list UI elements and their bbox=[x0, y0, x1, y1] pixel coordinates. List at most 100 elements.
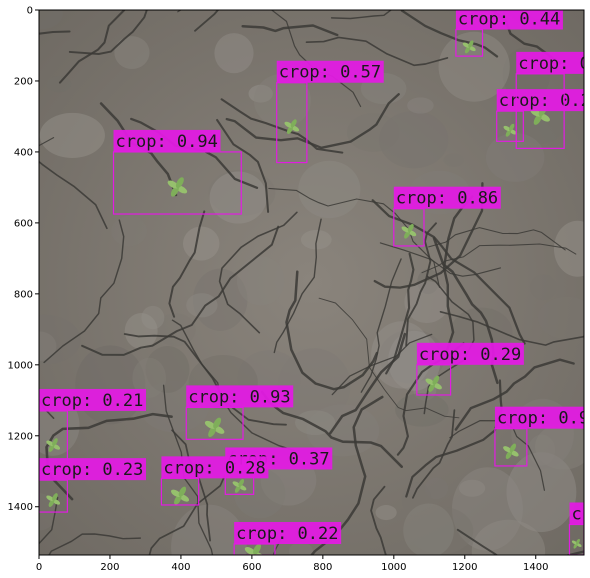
soil-patch bbox=[424, 477, 449, 500]
soil-crack bbox=[241, 24, 339, 37]
soil-crack bbox=[428, 227, 566, 251]
soil-patch bbox=[451, 467, 523, 551]
soil-crack bbox=[99, 102, 178, 197]
soil-patch bbox=[124, 313, 158, 350]
detection-label-bg bbox=[161, 456, 269, 479]
seedling bbox=[503, 123, 517, 137]
detection-label: crop: 0.57 bbox=[279, 63, 381, 83]
soil-patch bbox=[407, 97, 434, 114]
soil-patch bbox=[471, 519, 546, 555]
detection-label: crop: 0.29 bbox=[419, 345, 521, 365]
detection-box bbox=[276, 82, 308, 164]
seedling bbox=[401, 223, 417, 239]
soil-patch bbox=[253, 73, 311, 128]
seedling bbox=[284, 119, 300, 134]
seedling bbox=[167, 177, 188, 197]
x-tick-label: 200 bbox=[100, 562, 119, 573]
detection: crop: 0.86 bbox=[393, 186, 501, 247]
seedling bbox=[46, 438, 61, 453]
detection-label: crop: 0.86 bbox=[396, 189, 498, 209]
detection: crop: 0.22 bbox=[233, 522, 342, 555]
soil-crack bbox=[39, 160, 108, 230]
detection: crop: 0.57 bbox=[276, 60, 384, 164]
soil-patch bbox=[39, 112, 105, 158]
soil-crack bbox=[168, 210, 206, 318]
soil-patch bbox=[288, 542, 314, 555]
y-tick-label: 200 bbox=[14, 76, 33, 87]
seedling bbox=[244, 543, 265, 555]
detection: crop: 0 bbox=[515, 51, 590, 149]
soil-patch bbox=[209, 171, 267, 224]
seedling bbox=[462, 40, 476, 54]
soil-patch bbox=[193, 268, 248, 331]
detection-label: crop: 0 bbox=[518, 54, 590, 74]
soil-patch bbox=[535, 423, 584, 470]
detection-label: c bbox=[571, 504, 581, 524]
soil-patch bbox=[553, 220, 584, 277]
soil-crack bbox=[456, 528, 499, 555]
soil-patch bbox=[182, 226, 220, 261]
soil-crack bbox=[43, 219, 125, 364]
axes-frame bbox=[38, 9, 585, 556]
x-tick-label: 800 bbox=[313, 562, 332, 573]
soil-patch bbox=[375, 505, 397, 521]
soil-patch bbox=[236, 256, 285, 306]
seedling bbox=[46, 493, 61, 508]
detection-label-bg bbox=[113, 129, 221, 152]
soil-patch bbox=[395, 393, 449, 427]
soil-crack bbox=[405, 222, 437, 347]
soil-patch bbox=[208, 169, 276, 216]
detection-label: crop: 0.22 bbox=[236, 524, 338, 544]
soil-patch bbox=[114, 36, 150, 70]
soil-patch bbox=[346, 113, 400, 152]
soil-crack bbox=[371, 199, 526, 345]
soil-patch bbox=[485, 133, 545, 182]
detection-label: crop: 0.93 bbox=[188, 387, 290, 407]
detection-label-bg bbox=[234, 522, 342, 545]
soil-crack bbox=[123, 333, 287, 426]
detection: crop: 0.28 bbox=[160, 456, 269, 506]
soil-patch bbox=[379, 111, 449, 169]
soil-crack bbox=[400, 10, 499, 58]
soil-crack bbox=[331, 333, 433, 396]
soil-crack bbox=[454, 358, 575, 431]
soil-crack bbox=[218, 211, 298, 334]
y-axis-ticks: 0 200 400 600 800 1000 1200 1400 bbox=[8, 6, 39, 513]
soil-patch bbox=[132, 357, 167, 398]
detection-label-bg bbox=[186, 385, 294, 408]
y-tick-label: 0 bbox=[27, 6, 33, 17]
detection-label-bg bbox=[39, 458, 146, 481]
x-tick-label: 1200 bbox=[452, 562, 477, 573]
soil-patch bbox=[145, 346, 190, 393]
soil-crack bbox=[268, 187, 440, 288]
detection: crop: 0.93 bbox=[185, 385, 294, 440]
soil-crack bbox=[360, 258, 402, 393]
detection: crop: 0.9 bbox=[494, 406, 589, 467]
detection-label: crop: 0.25 bbox=[499, 91, 590, 111]
soil-crack bbox=[48, 533, 142, 555]
seedlings bbox=[46, 40, 582, 555]
soil-crack bbox=[285, 270, 379, 391]
x-tick-label: 400 bbox=[171, 562, 190, 573]
soil-crack bbox=[385, 252, 415, 375]
y-tick-label: 1400 bbox=[8, 502, 33, 513]
soil-patch bbox=[443, 153, 465, 167]
detection-label: crop: 0.21 bbox=[41, 391, 143, 411]
soil-crack bbox=[216, 118, 270, 213]
detection-label: crop: 0.9 bbox=[497, 409, 589, 429]
detection-label-bg bbox=[494, 406, 584, 429]
soil-patch bbox=[46, 76, 72, 93]
detection: crop: 0.21 bbox=[39, 388, 146, 472]
seedling bbox=[571, 538, 582, 549]
soil-crack bbox=[370, 485, 387, 555]
soil-crack bbox=[58, 10, 127, 84]
soil-crack bbox=[39, 496, 59, 545]
soil-crack bbox=[148, 451, 234, 555]
soil-patch bbox=[234, 468, 286, 519]
x-tick-label: 1000 bbox=[381, 562, 406, 573]
seedling bbox=[503, 443, 519, 460]
detection-label-bg bbox=[516, 51, 584, 74]
soil-crack bbox=[39, 30, 71, 35]
soil-crack bbox=[81, 225, 280, 356]
